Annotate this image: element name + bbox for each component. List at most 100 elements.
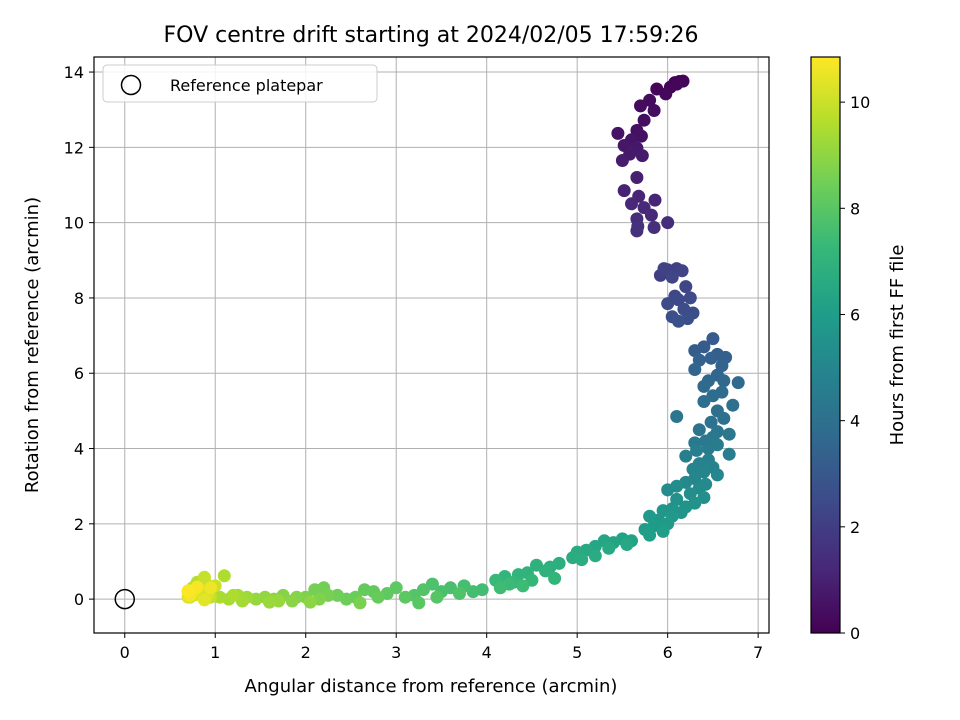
plot-frame (93, 56, 770, 634)
data-point (697, 379, 711, 393)
colorbar-tick-label: 2 (850, 518, 860, 537)
y-tick-label: 2 (74, 515, 84, 534)
data-point (630, 171, 644, 184)
data-point (430, 590, 444, 604)
data-point (722, 447, 736, 461)
data-point (648, 193, 662, 207)
colorbar-tick-label: 6 (850, 305, 860, 324)
data-point (665, 270, 679, 284)
data-point (722, 427, 736, 441)
data-point (493, 581, 507, 595)
legend: Reference platepar (102, 64, 378, 103)
data-point (731, 376, 745, 390)
data-point (635, 149, 649, 163)
data-point (197, 593, 211, 607)
y-tick-label: 12 (64, 138, 84, 157)
x-tick-label: 1 (210, 643, 220, 662)
data-point (631, 219, 645, 233)
data-point (672, 314, 685, 328)
data-point (226, 588, 240, 602)
data-point (548, 571, 562, 585)
data-point (690, 443, 704, 457)
data-point (643, 528, 657, 542)
data-point (647, 221, 661, 234)
data-point (516, 579, 530, 593)
colorbar-tick-label: 8 (850, 199, 860, 218)
colorbar: 0 2 4 6 8 10 Hours from first FF file (810, 56, 908, 643)
data-point (217, 569, 231, 583)
data-point (672, 293, 685, 307)
data-point (358, 583, 371, 597)
data-point (697, 395, 711, 408)
data-point (353, 596, 367, 610)
data-point (706, 332, 720, 346)
data-point (697, 465, 711, 479)
colorbar-tick-label: 0 (850, 624, 860, 643)
data-point (670, 77, 684, 91)
data-point (710, 468, 724, 482)
data-point (602, 541, 616, 555)
data-point (575, 553, 589, 567)
data-point (197, 570, 211, 584)
x-axis-ticks: 0 1 2 3 4 5 6 7 (120, 633, 763, 662)
y-tick-label: 4 (74, 440, 84, 459)
data-point (398, 590, 412, 604)
data-point (213, 590, 227, 604)
data-point (634, 129, 648, 143)
data-points (114, 74, 745, 610)
data-point (647, 104, 661, 117)
x-tick-label: 4 (482, 643, 492, 662)
data-point (620, 538, 634, 551)
x-tick-label: 3 (391, 643, 401, 662)
y-tick-label: 0 (74, 590, 84, 609)
x-axis-label: Angular distance from reference (arcmin) (245, 676, 618, 697)
data-point (588, 549, 602, 563)
data-point (717, 374, 731, 388)
data-point (670, 410, 684, 423)
data-point (675, 264, 689, 278)
reference-platepar-marker (114, 588, 136, 610)
data-point (330, 588, 344, 602)
colorbar-frame (810, 56, 841, 634)
data-point (615, 154, 629, 167)
colorbar-tick-label: 4 (850, 412, 860, 431)
data-point (717, 411, 731, 425)
chart-title: FOV centre drift starting at 2024/02/05 … (164, 23, 699, 48)
data-point (539, 564, 552, 578)
colorbar-gradient (811, 57, 840, 633)
x-tick-label: 2 (301, 643, 311, 662)
x-tick-label: 7 (753, 643, 763, 662)
data-point (692, 423, 706, 437)
data-point (644, 208, 658, 222)
data-point (656, 524, 670, 538)
y-tick-label: 6 (74, 364, 84, 383)
data-point (611, 126, 625, 140)
colorbar-tick-label: 10 (850, 93, 870, 112)
data-point (285, 594, 299, 608)
data-point (617, 184, 631, 198)
data-point (634, 99, 647, 113)
x-tick-label: 5 (572, 643, 582, 662)
data-point (679, 449, 693, 463)
data-point (637, 113, 651, 127)
data-point (661, 297, 675, 311)
data-point (688, 363, 702, 376)
legend-box (102, 64, 378, 103)
grid-lines (94, 57, 769, 633)
data-point (683, 291, 697, 305)
legend-label-reference: Reference platepar (170, 76, 323, 95)
y-tick-label: 10 (64, 214, 84, 233)
data-point (701, 442, 715, 455)
data-point (181, 584, 195, 598)
data-point (661, 216, 675, 230)
data-point (371, 590, 385, 604)
data-point (303, 595, 317, 609)
data-point (625, 197, 638, 211)
y-tick-label: 14 (64, 63, 84, 82)
colorbar-ticks: 0 2 4 6 8 10 (840, 93, 870, 643)
x-tick-label: 6 (663, 643, 673, 662)
data-point (704, 351, 718, 365)
data-point (679, 280, 693, 294)
data-point (726, 398, 740, 412)
